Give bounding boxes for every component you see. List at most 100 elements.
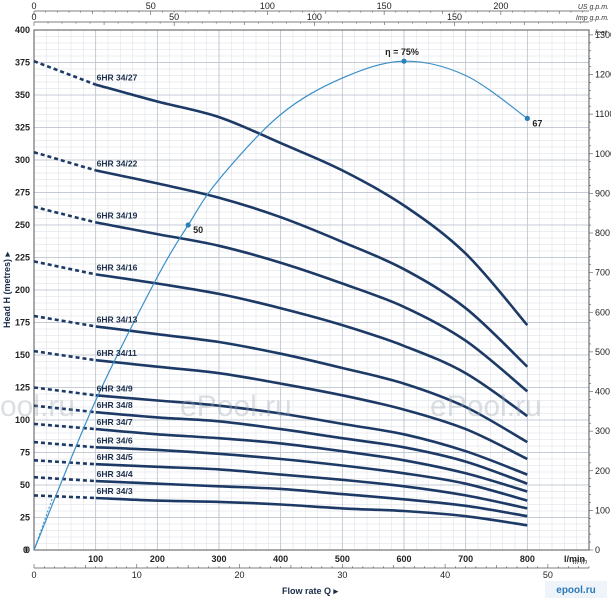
feet-tick-label: 1000	[595, 149, 611, 159]
y-tick-label: 125	[15, 383, 30, 393]
m3h-tick-label: 40	[440, 570, 450, 580]
feet-unit-label: feet	[595, 30, 608, 37]
curve-dashed-6hr-34-3	[33, 494, 96, 500]
y-tick-label: 350	[15, 90, 30, 100]
feet-tick-label: 1300	[595, 30, 611, 40]
feet-tick-label: 800	[595, 228, 610, 238]
feet-tick-label: 400	[595, 387, 610, 397]
m3h-tick-label: 20	[235, 570, 245, 580]
y-tick-label: 375	[15, 58, 30, 68]
imp-gpm-tick-label: 100	[307, 12, 322, 22]
m3h-tick-label: 30	[337, 570, 347, 580]
m3h-tick-label: 50	[543, 570, 553, 580]
m3h-tick-label: 0	[31, 570, 36, 580]
efficiency-curve-start	[33, 497, 53, 551]
curve-dashed-6hr-34-9	[33, 386, 96, 397]
series-label: 6HR 34/6	[97, 435, 133, 445]
us-gpm-unit-label: US g.p.m.	[578, 4, 609, 11]
efficiency-point-label: η = 75%	[385, 47, 419, 57]
watermark: ool.ru	[0, 390, 75, 423]
x-tick-label: 500	[335, 554, 350, 564]
efficiency-point-label: 67	[532, 118, 542, 128]
curve-6hr-34-22	[95, 169, 529, 368]
y-tick-label: 400	[15, 25, 30, 35]
y-tick-label: 225	[15, 253, 30, 263]
y-tick-label: 325	[15, 123, 30, 133]
y-tick-label: 25	[20, 513, 30, 523]
curve-6hr-34-16	[95, 273, 529, 418]
efficiency-point	[524, 115, 530, 121]
curve-dashed-6hr-34-11	[33, 349, 96, 362]
efficiency-point	[185, 222, 191, 228]
curve-6hr-34-3	[95, 496, 528, 527]
curve-dashed-6hr-34-7	[33, 422, 96, 431]
feet-tick-label: 100	[595, 505, 610, 515]
y-tick-label: 150	[15, 350, 30, 360]
curve-dashed-6hr-34-13	[33, 314, 96, 328]
y-tick-label: 250	[15, 220, 30, 230]
y-tick-label: 0	[25, 545, 30, 555]
curve-6hr-34-13	[95, 325, 528, 444]
y-tick-label: 275	[15, 188, 30, 198]
feet-tick-label: 500	[595, 347, 610, 357]
curve-dashed-6hr-34-19	[33, 205, 96, 224]
us-gpm-tick-label: 100	[260, 1, 275, 11]
plot-frame	[33, 29, 590, 551]
curve-6hr-34-19	[95, 221, 529, 393]
series-label: 6HR 34/19	[97, 210, 138, 220]
series-label: 6HR 34/22	[97, 158, 138, 168]
curve-6hr-34-4	[95, 479, 528, 518]
efficiency-point-label: 50	[193, 225, 203, 235]
y-tick-label: 200	[15, 285, 30, 295]
us-gpm-tick-label: 50	[146, 1, 156, 11]
us-gpm-tick-label: 200	[493, 1, 508, 11]
series-label: 6HR 34/11	[97, 348, 137, 358]
curve-dashed-6hr-34-5	[33, 459, 96, 466]
curve-dashed-6hr-34-4	[33, 475, 96, 483]
series-label: 6HR 34/4	[97, 469, 133, 479]
efficiency-curve	[33, 60, 528, 551]
series-label: 6HR 34/16	[97, 262, 138, 272]
curve-dashed-6hr-34-27	[33, 59, 97, 86]
x-tick-label: 400	[273, 554, 288, 564]
x-tick-label: 0	[23, 545, 28, 555]
x-tick-label: 100	[88, 554, 103, 564]
x-tick-label: 300	[211, 554, 226, 564]
logo-text: epool.ru	[556, 585, 595, 596]
curve-6hr-34-7	[95, 427, 528, 493]
x-tick-label: 600	[396, 554, 411, 564]
us-gpm-tick-label: 0	[31, 1, 36, 11]
watermark: ePool.ru	[430, 390, 542, 423]
x-unit-label: l/min	[564, 554, 585, 564]
series-label: 6HR 34/7	[97, 417, 133, 427]
curve-6hr-34-9	[95, 394, 528, 476]
curve-6hr-34-6	[95, 446, 528, 502]
feet-tick-label: 1200	[595, 70, 611, 80]
logo-box	[545, 581, 607, 598]
x-tick-label: 700	[458, 554, 473, 564]
series-label: 6HR 34/13	[97, 314, 138, 324]
feet-tick-label: 1100	[595, 109, 611, 119]
imp-gpm-tick-label: 150	[447, 12, 462, 22]
series-label: 6HR 34/27	[97, 73, 138, 83]
y-tick-label: 300	[15, 155, 30, 165]
feet-tick-label: 300	[595, 426, 610, 436]
feet-tick-label: 600	[595, 307, 610, 317]
m3h-tick-label: 10	[132, 570, 142, 580]
series-label: 6HR 34/5	[97, 452, 133, 462]
curve-6hr-34-5	[95, 462, 528, 510]
y-tick-label: 175	[15, 318, 30, 328]
efficiency-point	[401, 58, 407, 64]
us-gpm-tick-label: 150	[377, 1, 392, 11]
y-tick-label: 50	[20, 480, 30, 490]
curve-dashed-6hr-34-6	[33, 440, 96, 449]
x-tick-label: 200	[150, 554, 165, 564]
curve-dashed-6hr-34-22	[33, 150, 97, 172]
series-label: 6HR 34/9	[97, 383, 133, 393]
y-axis-title: Head H (metres) ▸	[2, 252, 12, 329]
imp-gpm-tick-label: 50	[169, 12, 179, 22]
curve-6hr-34-11	[95, 358, 528, 461]
y-tick-label: 75	[20, 448, 30, 458]
x-axis-title: Flow rate Q ▸	[282, 586, 339, 596]
